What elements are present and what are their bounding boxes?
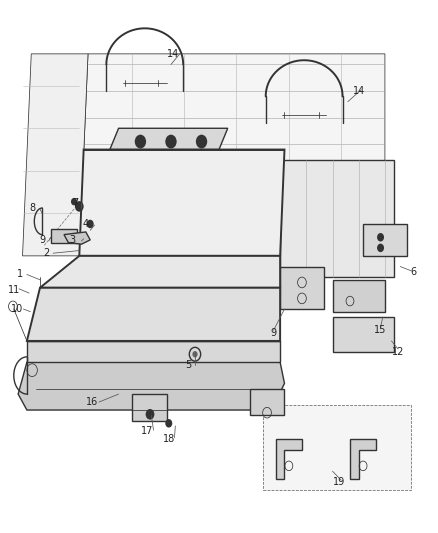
- Circle shape: [192, 351, 198, 358]
- Circle shape: [75, 201, 84, 212]
- Circle shape: [150, 188, 161, 201]
- Polygon shape: [110, 128, 228, 150]
- Text: 15: 15: [374, 325, 387, 335]
- Polygon shape: [280, 160, 394, 277]
- Polygon shape: [132, 394, 166, 421]
- Polygon shape: [276, 439, 302, 479]
- Circle shape: [165, 135, 177, 149]
- Text: 9: 9: [271, 328, 277, 338]
- Text: 16: 16: [86, 397, 99, 407]
- Polygon shape: [332, 280, 385, 312]
- Polygon shape: [350, 439, 376, 479]
- Polygon shape: [40, 256, 280, 288]
- Text: 1: 1: [17, 270, 23, 279]
- Bar: [263, 405, 411, 490]
- Polygon shape: [22, 54, 88, 256]
- Circle shape: [71, 198, 77, 205]
- Polygon shape: [332, 317, 394, 352]
- Polygon shape: [110, 150, 219, 176]
- Circle shape: [377, 233, 384, 241]
- Polygon shape: [250, 389, 285, 415]
- Polygon shape: [363, 224, 407, 256]
- Text: 8: 8: [29, 203, 35, 213]
- Polygon shape: [280, 266, 324, 309]
- Text: 4: 4: [83, 219, 89, 229]
- Text: 10: 10: [11, 304, 23, 314]
- Circle shape: [135, 135, 146, 149]
- Circle shape: [87, 220, 94, 228]
- Polygon shape: [27, 288, 280, 341]
- Polygon shape: [18, 362, 285, 410]
- Circle shape: [196, 135, 207, 149]
- Circle shape: [165, 419, 172, 427]
- Circle shape: [146, 409, 154, 419]
- Polygon shape: [127, 152, 201, 163]
- Text: 17: 17: [141, 426, 153, 437]
- Text: 18: 18: [162, 434, 175, 445]
- Circle shape: [377, 244, 384, 252]
- Circle shape: [233, 188, 244, 201]
- Text: 14: 14: [353, 86, 365, 96]
- Text: 12: 12: [392, 346, 404, 357]
- Text: 11: 11: [8, 286, 20, 295]
- Polygon shape: [79, 54, 385, 256]
- Text: 3: 3: [70, 235, 76, 245]
- Text: 5: 5: [185, 360, 191, 370]
- Text: 14: 14: [167, 49, 179, 59]
- Polygon shape: [27, 341, 280, 362]
- Text: 6: 6: [410, 267, 417, 277]
- Text: 9: 9: [39, 235, 45, 245]
- Polygon shape: [51, 229, 77, 243]
- Text: 2: 2: [43, 248, 49, 258]
- Text: 19: 19: [333, 477, 345, 487]
- Text: 7: 7: [72, 198, 78, 208]
- Polygon shape: [79, 150, 285, 256]
- Polygon shape: [64, 232, 90, 244]
